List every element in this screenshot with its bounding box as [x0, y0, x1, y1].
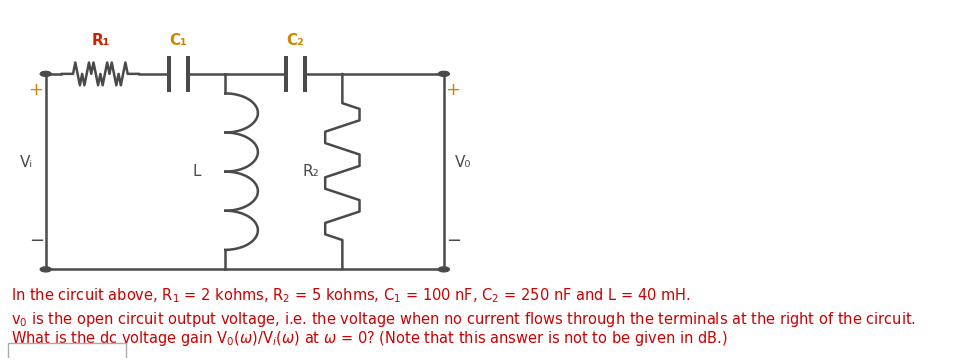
Text: −: −	[30, 232, 45, 250]
Text: R₂: R₂	[302, 164, 320, 179]
Text: L: L	[192, 164, 201, 179]
Text: C₁: C₁	[169, 32, 188, 48]
Text: v$_0$ is the open circuit output voltage, i.e. the voltage when no current flows: v$_0$ is the open circuit output voltage…	[11, 310, 916, 329]
Text: V₀: V₀	[456, 155, 472, 170]
Circle shape	[40, 71, 51, 77]
Text: What is the dc voltage gain V$_0$($\omega$)/V$_i$($\omega$) at $\omega$ = 0? (No: What is the dc voltage gain V$_0$($\omeg…	[11, 329, 727, 348]
Circle shape	[438, 71, 450, 77]
Text: C₂: C₂	[287, 32, 304, 48]
Text: −: −	[446, 232, 461, 250]
Circle shape	[438, 267, 450, 272]
Text: R₁: R₁	[91, 32, 109, 48]
FancyBboxPatch shape	[9, 343, 126, 361]
Text: In the circuit above, R$_1$ = 2 kohms, R$_2$ = 5 kohms, C$_1$ = 100 nF, C$_2$ = : In the circuit above, R$_1$ = 2 kohms, R…	[11, 287, 690, 305]
Circle shape	[40, 267, 51, 272]
Text: Vᵢ: Vᵢ	[20, 155, 33, 170]
Text: +: +	[28, 81, 43, 99]
Text: +: +	[445, 81, 460, 99]
